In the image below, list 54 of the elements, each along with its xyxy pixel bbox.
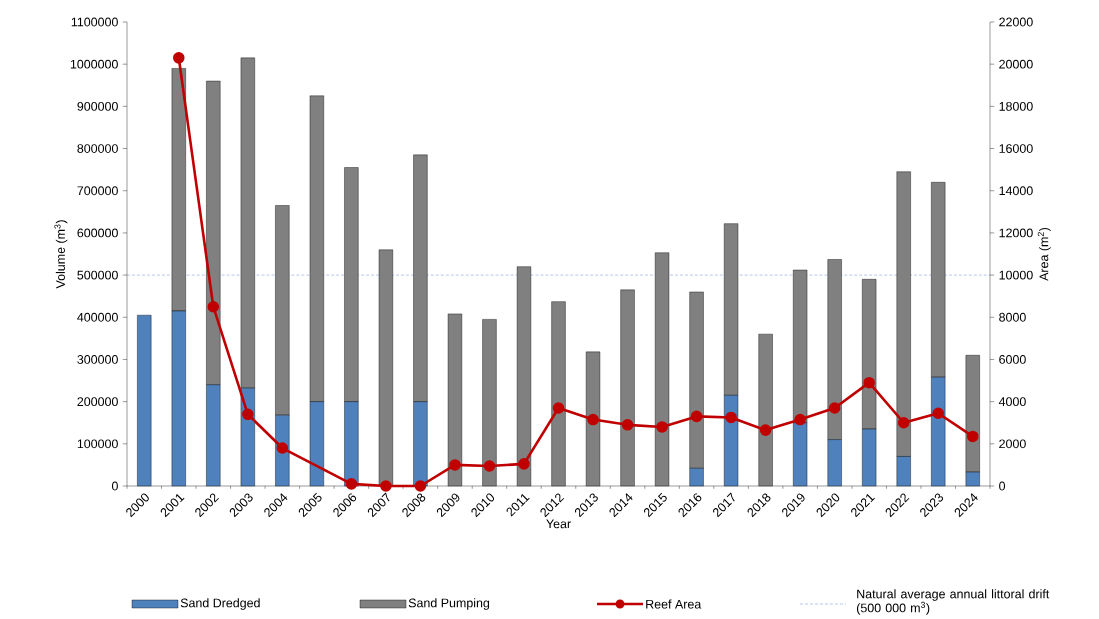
point	[483, 460, 496, 472]
point	[518, 458, 530, 470]
point	[552, 402, 565, 414]
x-axis-title: Year	[546, 519, 571, 529]
point	[759, 424, 772, 436]
point	[414, 480, 427, 492]
y2-tick-label: 18000	[999, 101, 1033, 111]
bar	[378, 249, 393, 487]
point	[725, 411, 737, 424]
y2-tick-label: 14000	[999, 186, 1033, 196]
point	[656, 421, 668, 433]
legend-label: Natural average annual littoral drift (500 000 m$^{3}$)	[856, 589, 1050, 615]
point	[690, 410, 703, 423]
point	[587, 413, 599, 426]
point	[345, 478, 358, 490]
legend-label: Reef Area	[646, 599, 702, 609]
y-tick-label: 500000	[77, 270, 118, 280]
legend-label: Sand Dredged	[180, 598, 260, 610]
y-tick-label: 900000	[77, 101, 118, 111]
point	[173, 52, 185, 64]
legend-label: Sand Pumping	[408, 598, 490, 610]
y-tick-label: 400000	[77, 312, 118, 322]
point	[966, 430, 979, 443]
y2-tick-label: 22000	[999, 17, 1033, 27]
point	[863, 376, 875, 389]
y-axis-title: Volume (m$^{3}$)	[54, 220, 68, 289]
y-tick-label: 1000000	[70, 59, 118, 69]
point	[242, 408, 254, 421]
y-tick-label: 800000	[77, 144, 118, 153]
y2-tick-label: 12000	[999, 228, 1033, 238]
y2-tick-label: 20000	[999, 59, 1033, 69]
y2-tick-label: 16000	[999, 144, 1033, 153]
y2-tick-label: 2000	[999, 439, 1026, 449]
y-tick-label: 200000	[77, 397, 118, 407]
point	[380, 480, 392, 492]
y2-tick-label: 0	[999, 481, 1006, 491]
y-tick-label: 100000	[77, 439, 118, 449]
point	[828, 402, 841, 414]
y-tick-label: 600000	[77, 228, 118, 238]
point	[449, 459, 461, 471]
point	[621, 419, 634, 431]
y-tick-label: 300000	[77, 355, 118, 364]
point	[207, 300, 220, 313]
y-tick-label: 1100000	[71, 17, 118, 27]
y-tick-label: 0	[111, 481, 118, 491]
point	[932, 407, 945, 420]
y2-tick-label: 10000	[999, 270, 1033, 280]
y-tick-label: 700000	[77, 186, 118, 196]
y2-tick-label: 4000	[998, 397, 1026, 407]
y2-axis-title: Area (m$^{2}$)	[1037, 227, 1051, 281]
point	[897, 416, 910, 429]
y2-tick-label: 8000	[999, 312, 1026, 322]
y2-tick-label: 6000	[999, 355, 1026, 364]
point	[794, 413, 806, 426]
